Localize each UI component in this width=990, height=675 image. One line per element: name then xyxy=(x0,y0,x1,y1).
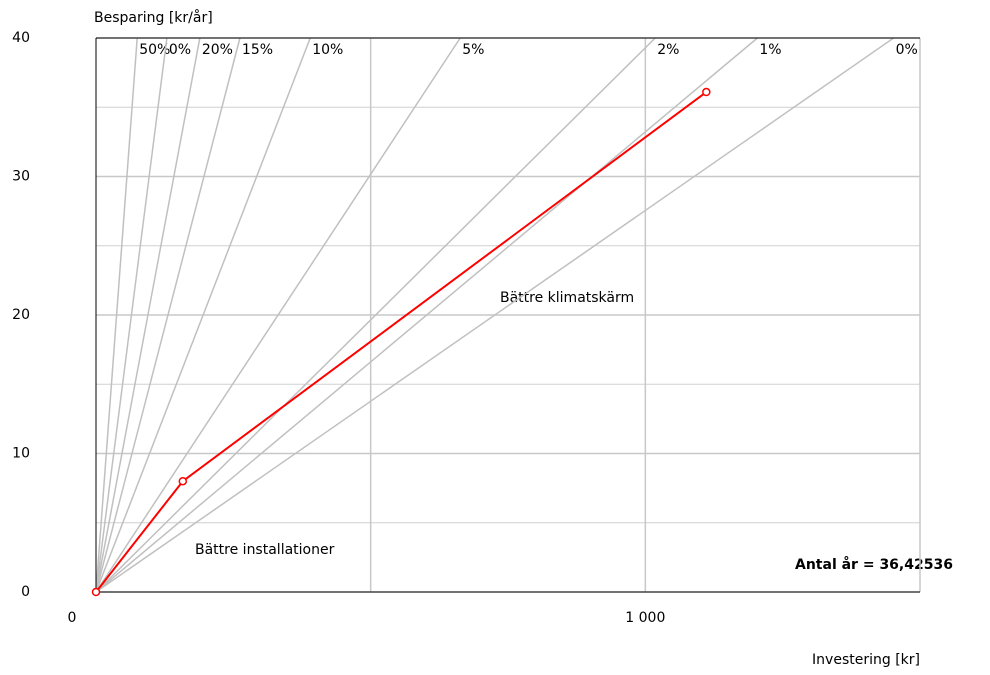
y-tick-label: 20 xyxy=(12,307,30,323)
rate-line xyxy=(95,37,311,593)
rate-line xyxy=(95,37,758,593)
rate-line-label: 50% xyxy=(139,42,170,58)
rate-line xyxy=(95,37,656,593)
rate-line-label: 20% xyxy=(202,42,233,58)
rate-line-label: 15% xyxy=(242,42,273,58)
x-tick-label: 1 000 xyxy=(625,610,665,626)
rate-line-label: 5% xyxy=(462,42,484,58)
x-tick-label: 0 xyxy=(68,610,77,626)
annotation: Antal år = 36,42536 xyxy=(795,556,953,573)
rate-line-label: 0% xyxy=(896,42,918,58)
data-point xyxy=(91,587,101,597)
rate-line xyxy=(95,37,201,593)
rate-line xyxy=(95,37,241,593)
rate-line xyxy=(95,37,895,593)
x-axis-label: Investering [kr] xyxy=(812,652,920,668)
rate-line xyxy=(95,37,138,593)
rate-line xyxy=(95,37,168,593)
rate-line-label: 2% xyxy=(657,42,679,58)
data-point xyxy=(702,87,711,97)
y-tick-label: 0 xyxy=(21,584,30,600)
annotation: Bättre klimatskärm xyxy=(500,290,634,306)
y-tick-label: 10 xyxy=(12,446,30,462)
rate-line-label: 0% xyxy=(169,42,191,58)
rate-line-label: 10% xyxy=(312,42,343,58)
rate-line xyxy=(95,37,461,593)
y-axis-label: Besparing [kr/år] xyxy=(94,9,213,26)
y-tick-label: 30 xyxy=(12,169,30,185)
y-tick-label: 40 xyxy=(12,30,30,46)
rate-line-label: 1% xyxy=(759,42,781,58)
annotation: Bättre installationer xyxy=(195,542,335,558)
data-point xyxy=(178,476,188,486)
